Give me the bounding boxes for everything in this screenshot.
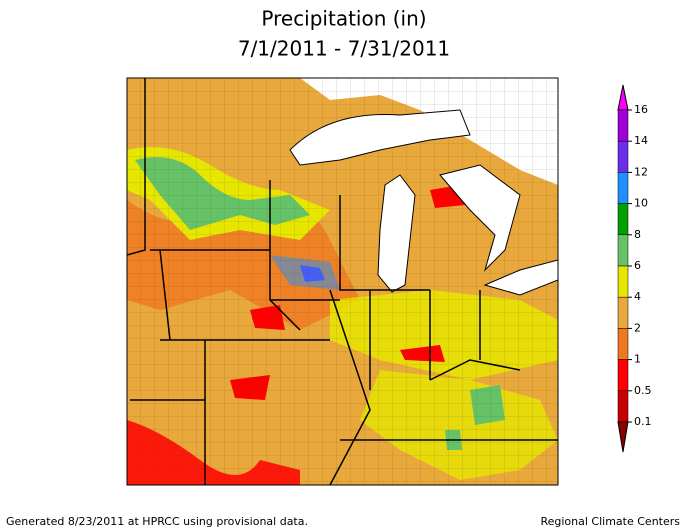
legend-tick-label: 8 <box>634 228 641 241</box>
legend-band <box>617 172 629 204</box>
legend-tick-label: 0.1 <box>634 415 652 428</box>
legend-tick-label: 10 <box>634 197 648 210</box>
legend-tick-label: 16 <box>634 103 648 116</box>
legend-tick-label: 12 <box>634 165 648 178</box>
legend: 16 14 12 10 8 6 4 2 1 0.5 0.1 <box>617 84 652 453</box>
footer-left: Generated 8/23/2011 at HPRCC using provi… <box>6 515 308 528</box>
legend-band <box>617 109 629 142</box>
legend-band <box>617 265 629 298</box>
legend-arrow-bottom <box>617 421 629 453</box>
lake-erie <box>483 259 558 296</box>
lake-superior <box>289 109 471 166</box>
legend-tick-label: 6 <box>634 259 641 272</box>
legend-tick-label: 4 <box>634 290 641 303</box>
legend-tick-label: 14 <box>634 134 648 147</box>
state-lines <box>127 78 558 485</box>
legend-band <box>617 203 629 236</box>
legend-band <box>617 140 629 173</box>
legend-band <box>617 328 629 360</box>
legend-arrow-top <box>617 84 629 111</box>
map <box>126 77 559 486</box>
lake-michigan <box>377 174 416 293</box>
subtitle: 7/1/2011 - 7/31/2011 <box>238 37 450 61</box>
lake-huron <box>439 164 521 272</box>
legend-tick-label: 1 <box>634 353 641 366</box>
footer-right: Regional Climate Centers <box>540 515 680 528</box>
title: Precipitation (in) <box>261 7 426 31</box>
legend-tick-label: 2 <box>634 321 641 334</box>
legend-tick-label: 0.5 <box>634 384 652 397</box>
legend-band <box>617 390 629 423</box>
legend-band <box>617 234 629 267</box>
legend-band <box>617 296 629 329</box>
map-frame <box>126 77 559 486</box>
legend-band <box>617 359 629 392</box>
